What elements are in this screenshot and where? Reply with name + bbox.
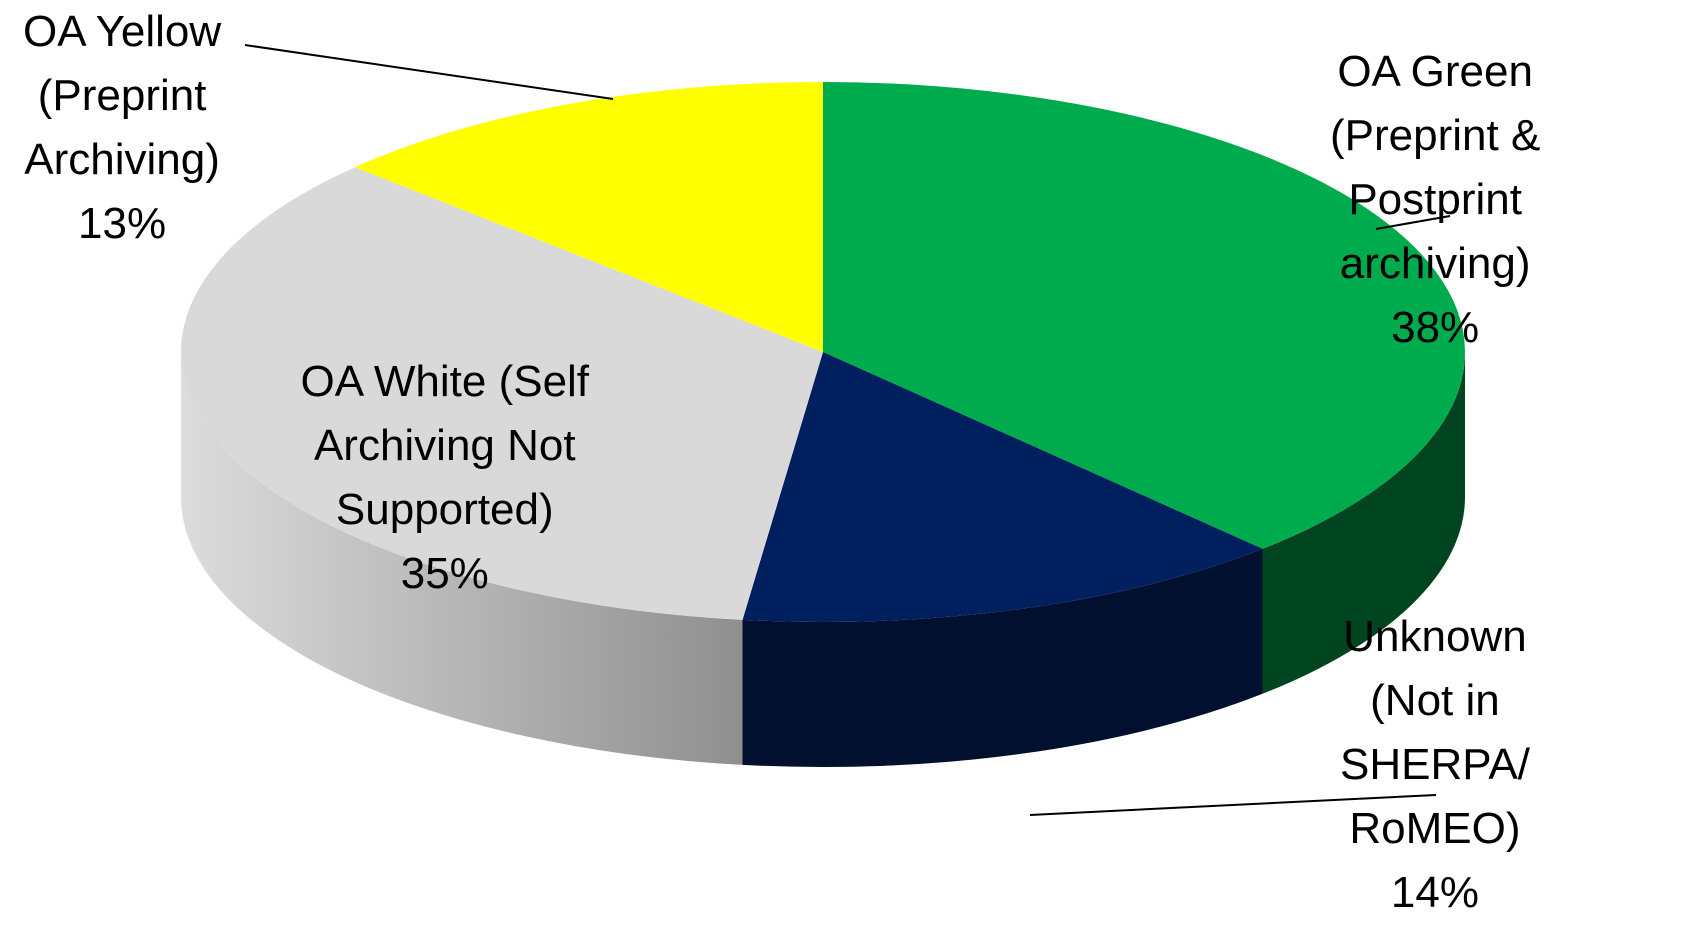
slice-label-oa-green: OA Green (Preprint & Postprint archiving…	[1330, 40, 1540, 360]
label-line: (Preprint	[37, 71, 207, 120]
label-line: Archiving)	[24, 135, 220, 184]
label-line: OA Green	[1337, 47, 1533, 96]
slice-label-oa-yellow: OA Yellow (Preprint Archiving) 13%	[23, 0, 221, 256]
label-line: archiving)	[1339, 239, 1531, 288]
label-line: OA White (Self	[300, 357, 590, 406]
pie-side-oa-white	[180, 352, 743, 765]
label-line: Archiving Not	[313, 421, 576, 470]
slice-label-unknown: Unknown (Not in SHERPA/ RoMEO) 14%	[1340, 605, 1530, 925]
pie-slice-unknown	[742, 352, 1263, 623]
label-percent: 38%	[1391, 303, 1480, 352]
leader-line-oa-green	[1375, 215, 1451, 230]
label-line: Supported)	[335, 485, 554, 534]
pie-slice-oa-yellow	[355, 82, 823, 352]
label-percent: 13%	[78, 199, 167, 248]
label-line: RoMEO)	[1349, 804, 1521, 853]
slice-label-oa-white: OA White (Self Archiving Not Supported) …	[301, 350, 590, 606]
label-line: Postprint	[1348, 175, 1522, 224]
leader-line-unknown	[1029, 794, 1437, 816]
label-line: (Preprint &	[1330, 111, 1541, 160]
label-line: SHERPA/	[1340, 740, 1530, 789]
leader-line-oa-yellow	[244, 44, 614, 100]
label-percent: 35%	[400, 549, 489, 598]
pie-side-oa-green	[1262, 352, 1465, 694]
label-line: (Not in	[1370, 676, 1500, 725]
pie-side-unknown	[742, 548, 1263, 768]
label-line: OA Yellow	[23, 7, 222, 56]
pie-slice-oa-green	[823, 82, 1465, 549]
label-line: Unknown	[1343, 612, 1527, 661]
label-percent: 14%	[1390, 868, 1479, 917]
pie-slice-oa-white	[180, 167, 823, 620]
